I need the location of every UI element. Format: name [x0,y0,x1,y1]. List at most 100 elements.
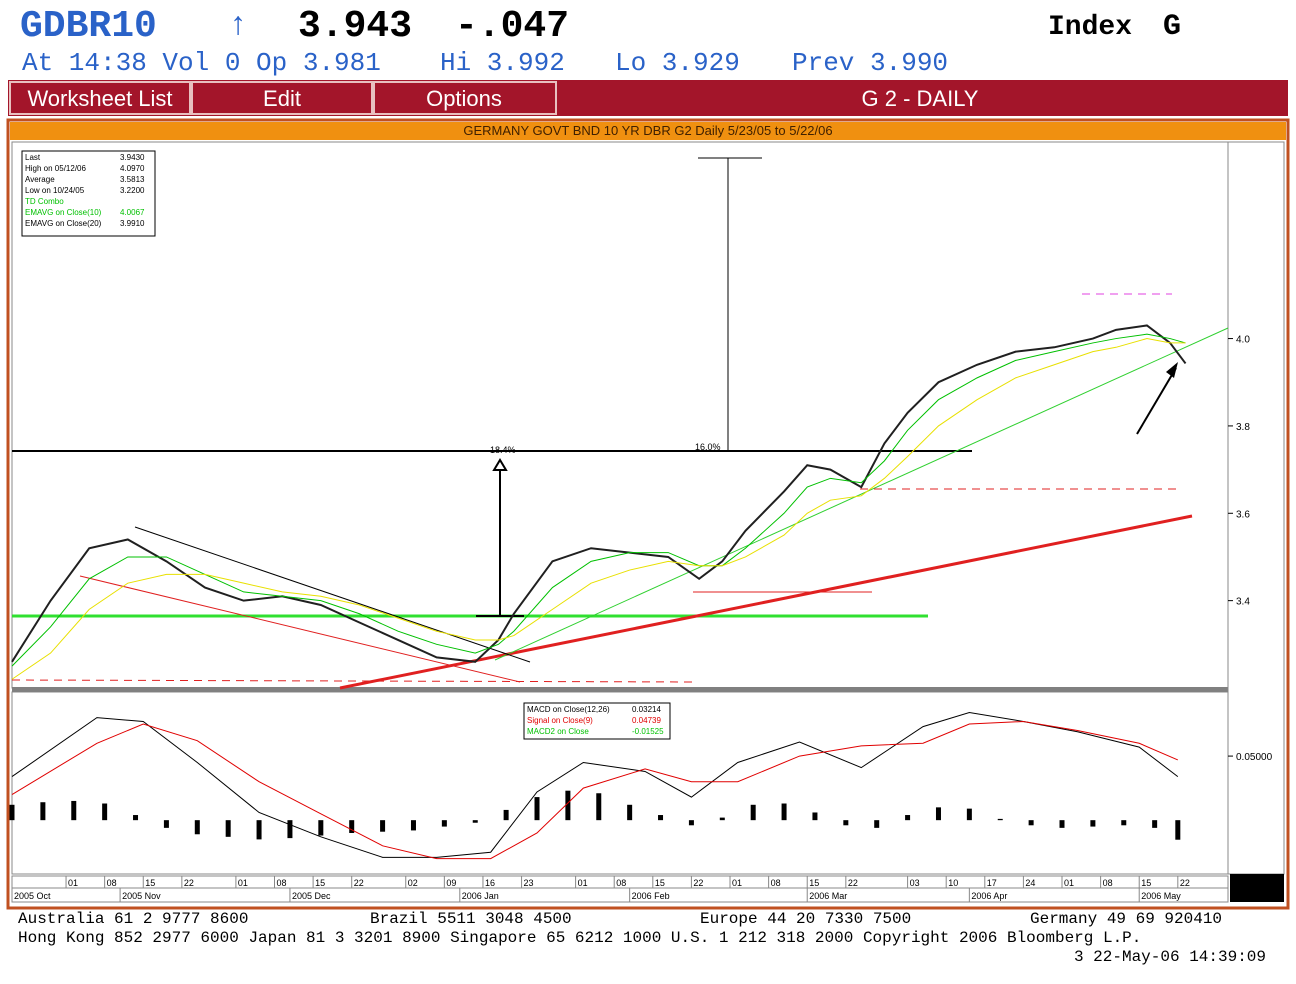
x-tick-label: 15 [1141,878,1151,888]
x-tick-label: 08 [107,878,117,888]
key: G [1163,10,1181,44]
footer-text: Hong Kong 852 2977 6000 Japan 81 3 3201 … [18,929,1141,947]
trend-line [339,514,1193,690]
quote: Hi 3.992 [440,48,565,78]
legend-value: 4.0970 [120,164,145,173]
menu-label[interactable]: Options [426,86,502,111]
histogram-bar [441,820,447,827]
measure-arrow [492,458,508,471]
histogram-bar [318,820,324,836]
y-tick-label: 3.6 [1236,509,1250,520]
histogram-bar [163,820,169,828]
quote: Prev 3.990 [792,48,948,78]
x-tick-label: 01 [238,878,248,888]
histogram-bar [9,804,15,821]
menu-button[interactable] [191,81,373,115]
legend-value: 0.04739 [632,716,661,725]
histogram-bar [287,820,293,839]
x-tick-label: 22 [354,878,364,888]
x-tick-label: 23 [524,878,534,888]
histogram-bar [997,818,1003,821]
footer-text: Europe 44 20 7330 7500 [700,910,911,928]
quote: Lo 3.929 [615,48,740,78]
chart-title: GERMANY GOVT BND 10 YR DBR G2 Daily 5/23… [463,123,832,138]
x-tick-label: 16 [485,878,495,888]
x-tick-label: 08 [1103,878,1113,888]
menu-button[interactable] [373,81,557,115]
y-tick-label: 3.4 [1236,597,1250,608]
month-label: 2006 Jan [462,891,499,901]
histogram-bar [410,820,416,831]
month-label: 2005 Oct [14,891,51,901]
x-axis-area [11,875,1229,903]
histogram-bar [935,807,941,821]
histogram-bar [1059,820,1065,828]
legend-value: -0.01525 [632,727,664,736]
x-tick-label: 24 [1025,878,1035,888]
histogram-bar [349,820,355,833]
histogram-bar [812,812,818,821]
x-tick-label: 10 [948,878,958,888]
menu-label[interactable]: Worksheet List [27,86,172,111]
x-tick-label: 22 [1180,878,1190,888]
legend-box [21,150,156,237]
legend-label: Average [25,175,55,184]
legend-label: MACD on Close(12,26) [527,705,610,714]
histogram-bar [966,808,972,821]
x-tick-label: 22 [848,878,858,888]
histogram-bar [534,797,540,821]
histogram-bar [627,804,633,821]
legend-label: EMAVG on Close(10) [25,208,102,217]
title-bar [10,122,1286,140]
footer-text: Australia 61 2 9777 8600 [18,910,248,928]
channel-line [79,575,521,683]
change: -.047 [455,5,569,48]
last-price: 3.943 [298,5,412,48]
x-tick-label: 02 [408,878,418,888]
histogram-bar [225,820,231,837]
x-tick-label: 15 [315,878,325,888]
month-label: 2006 Apr [971,891,1007,901]
month-label: 2006 May [1141,891,1181,901]
x-tick-label: 03 [910,878,920,888]
y-tick-label: 0.05000 [1236,752,1273,763]
legend-label: Low on 10/24/05 [25,186,85,195]
annotation: 16.0% [695,442,721,452]
histogram-bar [1121,820,1127,826]
legend-value: 3.5813 [120,175,145,184]
x-tick-label: 22 [184,878,194,888]
footer-text: 3 22-May-06 14:39:09 [1074,948,1266,966]
series-line [11,324,1187,663]
menu-label[interactable]: Edit [263,86,301,111]
histogram-bar [256,820,262,840]
histogram-bar [905,815,911,821]
menu-button[interactable] [9,81,191,115]
dashed-line [11,679,696,683]
month-label: 2006 Feb [632,891,670,901]
y-tick-label: 4.0 [1236,335,1250,346]
legend-label: High on 05/12/06 [25,164,86,173]
quote: At 14:38 Vol 0 Op 3.981 [22,48,381,78]
histogram-bar [658,815,664,821]
histogram-bar [843,820,849,826]
y-axis-area [1227,141,1285,875]
histogram-bar [781,803,787,821]
series-line [11,711,1179,858]
histogram-bar [565,790,571,821]
footer-text: Brazil 5511 3048 4500 [370,910,572,928]
x-tick-label: 08 [616,878,626,888]
histogram-bar [503,809,509,821]
histogram-bar [71,800,77,821]
trend-line [494,327,1229,661]
x-tick-label: 17 [987,878,997,888]
month-label: 2005 Nov [122,891,161,901]
series-line [11,333,1186,667]
legend-value: 3.2200 [120,186,145,195]
month-label: 2005 Dec [292,891,331,901]
x-tick-label: 15 [809,878,819,888]
x-tick-label: 08 [771,878,781,888]
pointer-arrow [1136,367,1177,435]
ticker: GDBR10 [20,5,157,48]
